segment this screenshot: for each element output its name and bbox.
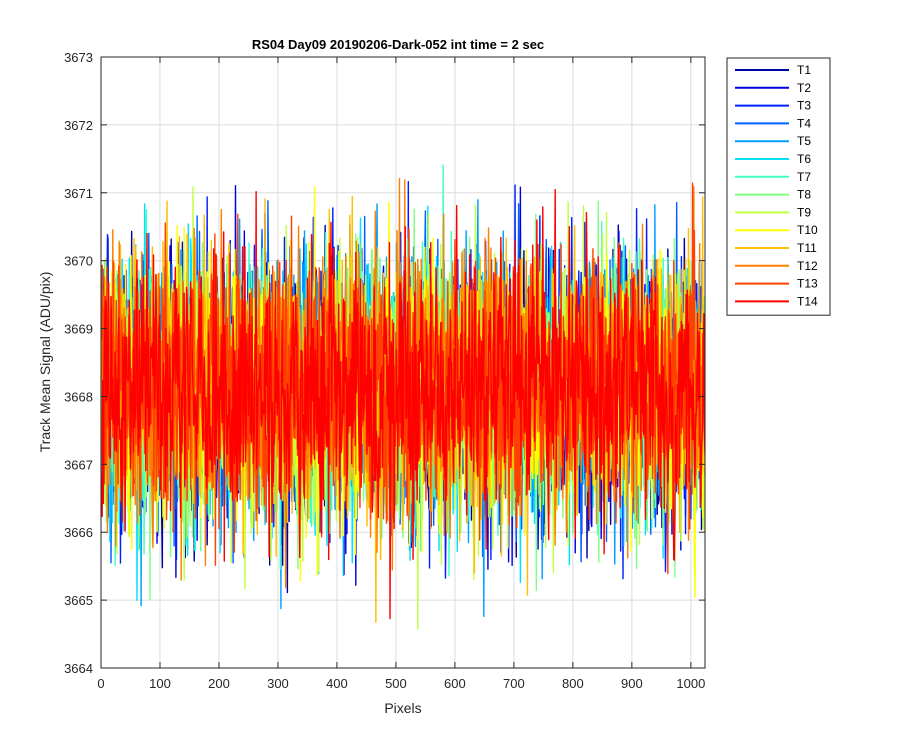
y-axis-label: Track Mean Signal (ADU/pix): [37, 272, 53, 453]
legend-label-T6: T6: [797, 152, 811, 166]
series-line-T14: [101, 188, 705, 620]
x-tick-label: 700: [503, 676, 525, 691]
x-tick-label: 100: [149, 676, 171, 691]
y-tick-label: 3673: [64, 50, 93, 65]
x-tick-label: 900: [621, 676, 643, 691]
chart-title: RS04 Day09 20190206-Dark-052 int time = …: [252, 37, 544, 52]
legend-label-T9: T9: [797, 205, 811, 219]
y-tick-label: 3667: [64, 457, 93, 472]
axes-box: [100, 56, 706, 669]
x-tick-label: 800: [562, 676, 584, 691]
legend-label-T2: T2: [797, 81, 811, 95]
x-tick-label: 300: [267, 676, 289, 691]
y-tick-label: 3670: [64, 254, 93, 269]
x-axis-label: Pixels: [384, 700, 421, 716]
legend-label-T4: T4: [797, 116, 811, 130]
x-tick-label: 600: [444, 676, 466, 691]
y-tick-label: 3671: [64, 186, 93, 201]
legend-label-T11: T11: [797, 241, 817, 255]
ticks: 0 100 200 300 400 500 600 700 800 900 1000 3664 3665…: [64, 50, 705, 691]
x-tick-label: 400: [326, 676, 348, 691]
x-tick-label: 0: [97, 676, 104, 691]
legend-label-T10: T10: [797, 223, 818, 237]
y-tick-label: 3664: [64, 661, 93, 676]
x-tick-label: 1000: [676, 676, 705, 691]
y-tick-label: 3668: [64, 389, 93, 404]
legend-label-T5: T5: [797, 134, 811, 148]
y-tick-label: 3669: [64, 322, 93, 337]
legend-label-T8: T8: [797, 188, 811, 202]
legend-label-T13: T13: [797, 277, 818, 291]
y-tick-label: 3665: [64, 593, 93, 608]
legend-label-T3: T3: [797, 99, 811, 113]
legend-label-T1: T1: [797, 63, 811, 77]
legend-label-T7: T7: [797, 170, 811, 184]
legend-box: [726, 57, 831, 316]
y-tick-label: 3666: [64, 525, 93, 540]
legend: T1 T2 T3 T4 T5 T6 T7 T8 T9 T10 T11 T12 T13 T14: [726, 57, 831, 316]
x-tick-label: 500: [385, 676, 407, 691]
y-tick-label: 3672: [64, 118, 93, 133]
series-layer: [101, 164, 705, 630]
axes: [100, 56, 706, 669]
legend-label-T14: T14: [797, 294, 818, 308]
x-tick-label: 200: [208, 676, 230, 691]
legend-label-T12: T12: [797, 259, 818, 273]
